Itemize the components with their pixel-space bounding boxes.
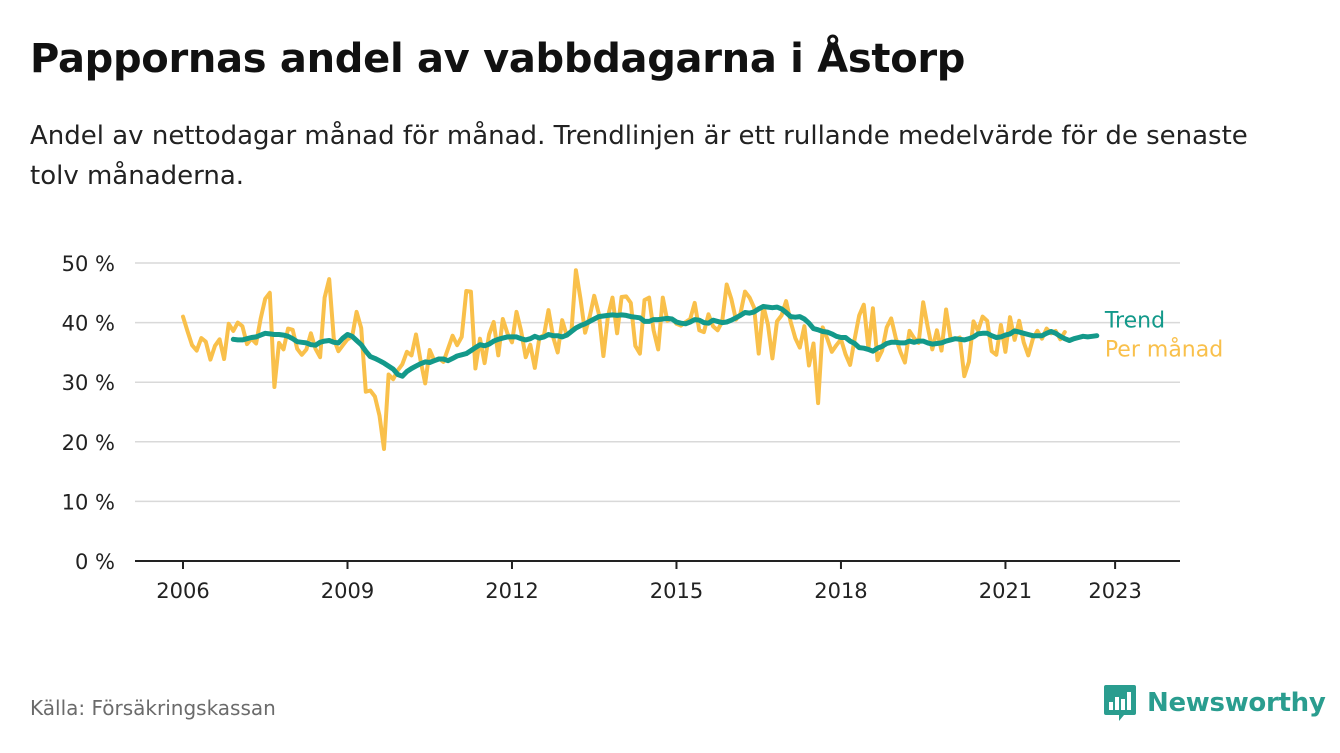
y-tick-label: 10 %	[62, 490, 115, 514]
y-tick-label: 50 %	[62, 252, 115, 276]
x-tick-label: 2006	[156, 579, 209, 603]
series-labels: Trend Per månad	[1104, 309, 1223, 363]
x-tick-label: 2021	[979, 579, 1032, 603]
chart-title: Pappornas andel av vabbdagarna i Åstorp	[30, 36, 966, 82]
x-tick-label: 2023	[1088, 579, 1141, 603]
legend-label-trend: Trend	[1104, 309, 1165, 334]
series-lines	[181, 268, 1100, 451]
newsworthy-logo: Newsworthy	[1103, 683, 1326, 723]
bar-chart-bubble-icon	[1104, 685, 1136, 721]
y-axis-tick-labels: 0 % 10 % 20 % 30 % 40 % 50 %	[62, 252, 115, 574]
monthly-series-line	[181, 268, 1067, 451]
x-tick-label: 2018	[814, 579, 867, 603]
x-axis-tick-labels: 2006 2009 2012 2015 2018 2021 2023	[156, 561, 1142, 603]
y-tick-label: 0 %	[75, 550, 115, 574]
x-tick-label: 2012	[485, 579, 538, 603]
trend-series-line	[230, 304, 1100, 379]
x-tick-label: 2015	[650, 579, 703, 603]
y-tick-label: 20 %	[62, 431, 115, 455]
legend-label-monthly: Per månad	[1105, 337, 1223, 363]
grid-lines	[135, 262, 1180, 503]
x-tick-label: 2009	[321, 579, 374, 603]
y-tick-label: 40 %	[62, 312, 115, 336]
brand-name: Newsworthy	[1147, 688, 1326, 718]
chart-subtitle: Andel av nettodagar månad för månad. Tre…	[30, 121, 1248, 191]
y-tick-label: 30 %	[62, 371, 115, 395]
source-note: Källa: Försäkringskassan	[30, 696, 276, 720]
